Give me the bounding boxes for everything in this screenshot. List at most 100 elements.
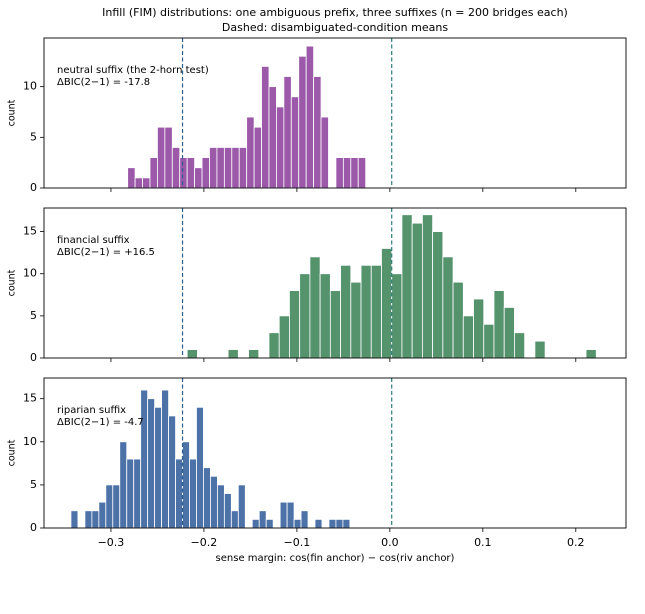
bar (265, 518, 274, 529)
bar (268, 86, 277, 189)
y-tick-label: 15 (23, 225, 37, 238)
bar (514, 332, 526, 359)
y-tick-label: 10 (23, 80, 37, 93)
bar (298, 55, 307, 189)
bar (216, 147, 225, 189)
bar (179, 157, 188, 189)
bar (149, 157, 158, 189)
bar (319, 273, 331, 359)
bar (237, 484, 246, 529)
y-tick-label: 0 (30, 351, 37, 364)
bar (196, 406, 204, 529)
bar (342, 157, 352, 189)
bar (305, 45, 315, 189)
bar (154, 406, 163, 529)
bar (411, 222, 423, 359)
x-tick-label: 0.0 (381, 536, 399, 549)
bar (142, 177, 151, 189)
bar (442, 256, 454, 359)
bar (253, 126, 262, 189)
bar (248, 349, 260, 359)
bar (133, 458, 142, 529)
bar (278, 315, 290, 359)
bar (342, 518, 351, 529)
bar (223, 147, 233, 189)
bar (175, 458, 183, 529)
bar (127, 167, 136, 189)
bar (289, 290, 301, 359)
bar (309, 256, 321, 359)
bar (112, 484, 121, 529)
x-tick-label: −0.1 (284, 536, 311, 549)
y-tick-label: 10 (23, 267, 37, 280)
bar (503, 307, 515, 359)
bar (473, 298, 485, 359)
bar (209, 147, 218, 189)
annotation: riparian suffix (57, 405, 126, 416)
y-tick-label: 5 (30, 309, 37, 322)
bar (189, 458, 197, 529)
bar (258, 510, 267, 529)
bar (157, 126, 166, 189)
annotation: financial suffix (57, 235, 130, 246)
bar (452, 281, 464, 359)
bar (70, 510, 79, 529)
x-tick-label: −0.2 (191, 536, 218, 549)
chart-subtitle: Dashed: disambiguated-condition means (222, 21, 448, 34)
bar (286, 501, 295, 529)
bar (186, 349, 198, 359)
bar (370, 264, 382, 359)
bar (164, 126, 173, 189)
bar (462, 315, 474, 359)
y-tick-label: 10 (23, 435, 37, 448)
bar (534, 340, 546, 359)
y-tick-label: 15 (23, 392, 37, 405)
bar (432, 231, 444, 359)
bar (268, 332, 280, 359)
bar (299, 273, 311, 359)
y-axis-label: count (7, 439, 18, 466)
bar (261, 65, 270, 189)
bar (279, 501, 288, 529)
bar (182, 441, 190, 529)
y-tick-label: 5 (30, 130, 37, 143)
bar (483, 323, 495, 359)
bar (216, 484, 225, 529)
bar (320, 116, 329, 189)
bar (105, 484, 114, 529)
bar (335, 518, 344, 529)
chart-title: Infill (FIM) distributions: one ambiguou… (102, 6, 568, 19)
axes-frame (43, 37, 627, 189)
bar (421, 214, 434, 359)
bar (276, 106, 285, 189)
y-tick-label: 5 (30, 478, 37, 491)
bar (360, 264, 372, 359)
x-axis-label: sense margin: cos(fin anchor) − cos(riv … (216, 553, 455, 564)
annotation: neutral suffix (the 2-horn test) (57, 65, 209, 76)
bar (210, 475, 218, 529)
x-tick-label: −0.3 (98, 536, 125, 549)
bar (293, 518, 302, 529)
bar (328, 518, 337, 529)
bar (194, 167, 203, 189)
y-tick-label: 0 (30, 521, 37, 534)
bar (381, 248, 393, 359)
bar (238, 147, 248, 189)
annotation: ΔBIC(2−1) = -17.8 (57, 77, 150, 88)
y-axis-label: count (7, 99, 18, 126)
annotation: ΔBIC(2−1) = +16.5 (57, 247, 155, 258)
bar (329, 290, 341, 359)
bar (357, 157, 367, 189)
bar (340, 264, 352, 359)
bar (290, 96, 300, 189)
bar (313, 76, 322, 189)
bar (161, 389, 169, 529)
x-tick-label: 0.2 (567, 536, 585, 549)
bar (134, 177, 143, 189)
bar (335, 157, 344, 189)
annotation: ΔBIC(2−1) = -4.7 (57, 417, 144, 428)
bar (119, 441, 128, 529)
bar (223, 493, 232, 529)
